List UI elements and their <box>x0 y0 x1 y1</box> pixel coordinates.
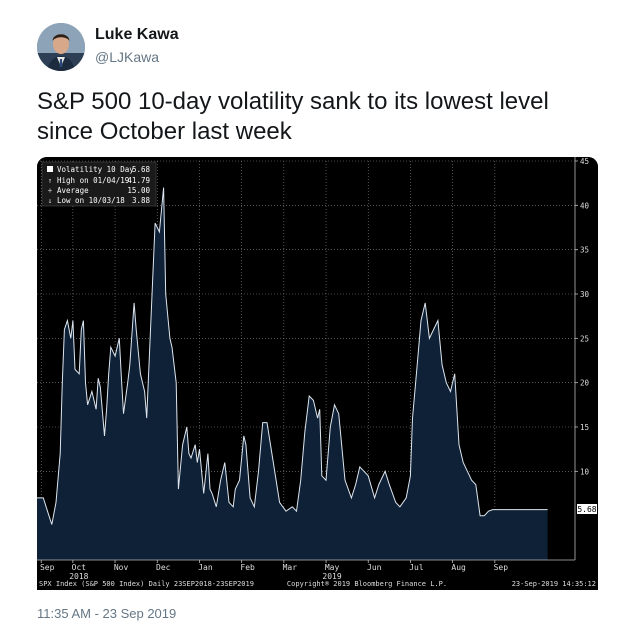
volatility-line <box>37 187 548 525</box>
up-arrow-icon: ↑ <box>48 176 53 185</box>
volatility-area <box>37 187 548 560</box>
x-tick-label: Mar <box>283 563 298 572</box>
legend-label-2: Average <box>57 186 89 195</box>
x-tick-label: Dec <box>156 563 171 572</box>
x-tick-label: Feb <box>240 563 255 572</box>
last-value-label: 5.68 <box>577 505 596 514</box>
legend-label-0: Volatility 10 Day <box>57 165 134 174</box>
chart-grid <box>37 160 575 560</box>
legend-swatch <box>47 166 53 172</box>
y-tick-label: 15 <box>580 423 589 432</box>
chart-footer: SPX Index (S&P 500 Index) Daily 23SEP201… <box>39 580 596 588</box>
footer-source: SPX Index (S&P 500 Index) Daily 23SEP201… <box>39 580 254 588</box>
y-tick-label: 20 <box>580 379 590 388</box>
avatar-image <box>37 23 85 71</box>
y-axis: 10 15 20 25 30 35 40 45 <box>574 157 590 560</box>
y-tick-label: 25 <box>580 334 589 343</box>
legend-label-3: Low on 10/03/18 <box>57 196 125 205</box>
x-tick-label: Jan <box>198 563 213 572</box>
chart-legend: Volatility 10 Day 5.68 ↑ High on 01/04/1… <box>41 161 157 207</box>
legend-value-3: 3.88 <box>132 196 151 205</box>
footer-timestamp: 23-Sep-2019 14:35:12 <box>512 580 596 588</box>
x-tick-label: Sep <box>40 563 55 572</box>
author-name[interactable]: Luke Kawa <box>95 26 179 43</box>
x-year-label: 2019 <box>322 572 341 581</box>
avatar[interactable] <box>37 23 85 71</box>
x-tick-label: Aug <box>451 563 466 572</box>
legend-value-0: 5.68 <box>132 165 151 174</box>
x-tick-label: Oct <box>72 563 87 572</box>
y-tick-label: 10 <box>580 467 590 476</box>
footer-copyright: Copyright® 2019 Bloomberg Finance L.P. <box>287 580 447 588</box>
tweet-text: S&P 500 10-day volatility sank to its lo… <box>37 88 549 145</box>
y-tick-label: 40 <box>580 201 590 210</box>
last-value-marker: 5.68 <box>577 504 597 514</box>
x-tick-label: Sep <box>494 563 509 572</box>
y-tick-label: 35 <box>580 246 589 255</box>
legend-box <box>41 161 157 207</box>
y-tick-label: 45 <box>580 157 589 166</box>
legend-value-1: 41.79 <box>127 176 150 185</box>
x-tick-label: Nov <box>114 563 129 572</box>
x-tick-label: Jul <box>409 563 424 572</box>
average-dash-icon: + <box>48 186 53 195</box>
x-year-label: 2018 <box>69 572 88 581</box>
x-tick-label: May <box>325 563 340 572</box>
x-tick-label: Jun <box>367 563 382 572</box>
last-value-box <box>577 504 597 514</box>
chart-image[interactable]: 10 15 20 25 30 35 40 45 Sep Oct 2018 Nov Dec Jan Feb M… <box>37 157 598 590</box>
author-handle[interactable]: @LJKawa <box>95 49 160 65</box>
y-tick-label: 30 <box>580 290 590 299</box>
down-arrow-icon: ↓ <box>48 196 53 205</box>
tweet-timestamp[interactable]: 11:35 AM - 23 Sep 2019 <box>37 606 177 621</box>
legend-label-1: High on 01/04/19 <box>57 176 129 185</box>
legend-value-2: 15.00 <box>127 186 150 195</box>
